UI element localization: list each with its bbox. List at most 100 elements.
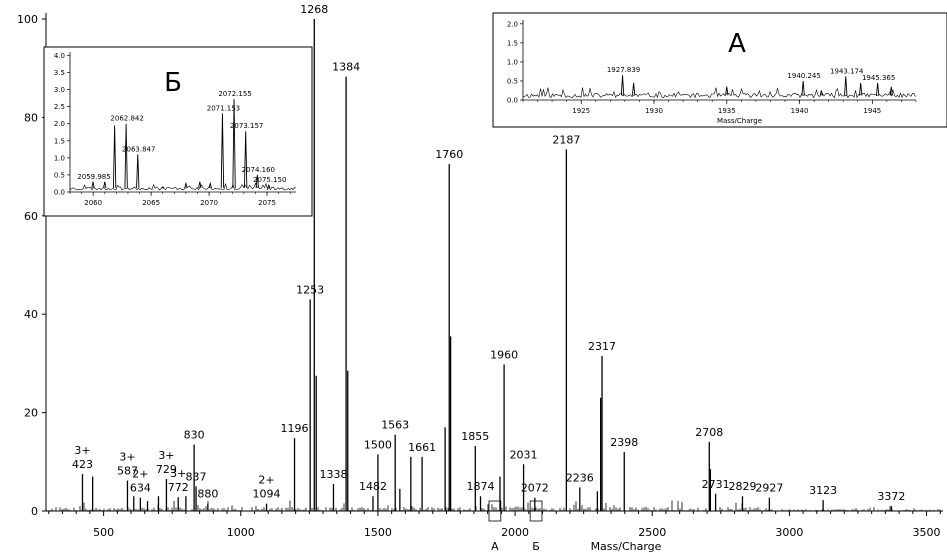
inset-y-tick-label: 3.0 bbox=[54, 86, 65, 94]
inset-peak bbox=[819, 90, 824, 96]
inset-x-tick-label: 1940 bbox=[791, 107, 809, 115]
inset-x-tick-label: 1930 bbox=[645, 107, 663, 115]
region-marker-label: Б bbox=[532, 540, 540, 553]
inset-noise-trace bbox=[522, 87, 916, 99]
peak-label: 1960 bbox=[490, 348, 518, 361]
inset-x-tick-label: 1935 bbox=[718, 107, 736, 115]
inset-x-tick-label: 1925 bbox=[572, 107, 590, 115]
inset-title: А bbox=[728, 29, 746, 59]
peak-label: 2236 bbox=[566, 471, 594, 484]
region-marker-box bbox=[529, 500, 543, 522]
inset-peak bbox=[725, 86, 729, 96]
inset-y-tick-label: 1.0 bbox=[54, 154, 65, 162]
inset-peak-label: 2072.155 bbox=[218, 90, 251, 98]
inset-peak-label: 2075.150 bbox=[253, 176, 286, 184]
peak-label: 3+ 772 bbox=[168, 467, 189, 494]
x-tick-label: 1500 bbox=[364, 526, 392, 539]
peak-label: 2+ 634 bbox=[130, 468, 151, 495]
inset-peak bbox=[91, 181, 95, 188]
peak-label: 1760 bbox=[435, 148, 463, 161]
inset-peak-label: 1927.839 bbox=[607, 66, 640, 74]
peak-label: 1253 bbox=[296, 283, 324, 296]
inset-peak-label: 1945.365 bbox=[862, 74, 895, 82]
inset-x-tick-label: 2060 bbox=[84, 199, 102, 207]
inset-frame bbox=[492, 12, 947, 128]
peak-label: 3+ 729 bbox=[156, 449, 177, 476]
inset-y-tick-label: 2.0 bbox=[507, 20, 518, 28]
peak-label: 2317 bbox=[588, 340, 616, 353]
inset-peak bbox=[889, 86, 893, 96]
inset-y-tick-label: 0.5 bbox=[54, 171, 65, 179]
inset-peak-label: 1940.245 bbox=[787, 72, 820, 80]
inset-peak bbox=[255, 174, 259, 188]
inset-peak bbox=[844, 76, 848, 96]
x-tick-label: 2500 bbox=[638, 526, 666, 539]
peak-label: 1268 bbox=[300, 3, 328, 16]
inset-peak bbox=[631, 82, 636, 96]
inset-peak bbox=[103, 181, 107, 188]
inset-y-tick-label: 0.5 bbox=[507, 77, 518, 85]
inset-title: Б bbox=[164, 68, 182, 98]
region-marker-box bbox=[488, 500, 502, 522]
inset-peak bbox=[198, 181, 202, 188]
x-tick-label: 1000 bbox=[227, 526, 255, 539]
region-marker-label: А bbox=[491, 540, 499, 553]
peak-label: 3123 bbox=[809, 484, 837, 497]
inset-peak bbox=[220, 113, 225, 188]
inset-peak bbox=[112, 125, 117, 188]
peak-label: 2072 bbox=[521, 482, 549, 495]
inset-y-tick-label: 0.0 bbox=[54, 189, 65, 197]
inset-peak bbox=[124, 123, 128, 188]
peak-label: 1500 bbox=[364, 438, 392, 451]
peak-label: 1196 bbox=[281, 422, 309, 435]
peak-label: 2731 bbox=[702, 478, 730, 491]
y-tick-label: 20 bbox=[24, 407, 38, 420]
inset-peak bbox=[267, 184, 271, 189]
inset-x-tick-label: 2070 bbox=[200, 199, 218, 207]
peak-label: 2927 bbox=[755, 482, 783, 495]
peak-label: 2398 bbox=[610, 436, 638, 449]
y-tick-label: 0 bbox=[31, 505, 38, 518]
inset-peak bbox=[161, 186, 165, 189]
y-tick-label: 100 bbox=[17, 13, 38, 26]
inset-peak-label: 2063.847 bbox=[122, 145, 155, 153]
peak-label: 830 bbox=[184, 429, 205, 442]
inset-x-tick-label: 2065 bbox=[142, 199, 160, 207]
peak-label: 837 bbox=[186, 470, 207, 483]
peak-label: 880 bbox=[197, 488, 218, 501]
peak-label: 1338 bbox=[319, 468, 347, 481]
peak-label: 3+ 587 bbox=[117, 450, 138, 477]
inset-x-axis-label: Mass/Charge bbox=[717, 117, 762, 125]
y-tick-label: 60 bbox=[24, 210, 38, 223]
inset-peak bbox=[244, 131, 248, 188]
inset-peak-label: 2071.153 bbox=[207, 104, 240, 112]
inset-x-tick-label: 2075 bbox=[258, 199, 276, 207]
peak-label: 3372 bbox=[877, 490, 905, 503]
peak-label: 2708 bbox=[695, 426, 723, 439]
inset-y-tick-label: 2.5 bbox=[54, 103, 65, 111]
inset-peak bbox=[136, 154, 140, 188]
peak-label: 1874 bbox=[467, 480, 495, 493]
inset-peak bbox=[801, 80, 805, 96]
main-plot: 0 20 40 60 80 100 500 1000 1500 2000 2500 3000 3500 M… bbox=[17, 3, 943, 553]
inset-peak bbox=[208, 181, 212, 189]
peak-label: 1855 bbox=[461, 430, 489, 443]
inset-y-tick-label: 1.5 bbox=[54, 137, 65, 145]
inset-peak bbox=[859, 82, 863, 96]
inset-y-tick-label: 3.5 bbox=[54, 69, 65, 77]
x-tick-label: 500 bbox=[93, 526, 114, 539]
x-tick-label: 2000 bbox=[501, 526, 529, 539]
inset-peak-label: 2074.160 bbox=[242, 166, 275, 174]
peak-label: 2+ 1094 bbox=[253, 474, 281, 501]
peak-label: 1563 bbox=[381, 419, 409, 432]
inset-peak bbox=[620, 75, 625, 96]
y-tick-label: 40 bbox=[24, 308, 38, 321]
x-tick-label: 3000 bbox=[775, 526, 803, 539]
peak-label: 1384 bbox=[332, 61, 360, 74]
inset-peak-label: 1943.174 bbox=[830, 67, 864, 75]
peak-label: 2829 bbox=[728, 480, 756, 493]
inset-y-tick-label: 2.0 bbox=[54, 120, 65, 128]
inset-peak bbox=[875, 82, 880, 96]
peak-label: 1661 bbox=[408, 441, 436, 454]
